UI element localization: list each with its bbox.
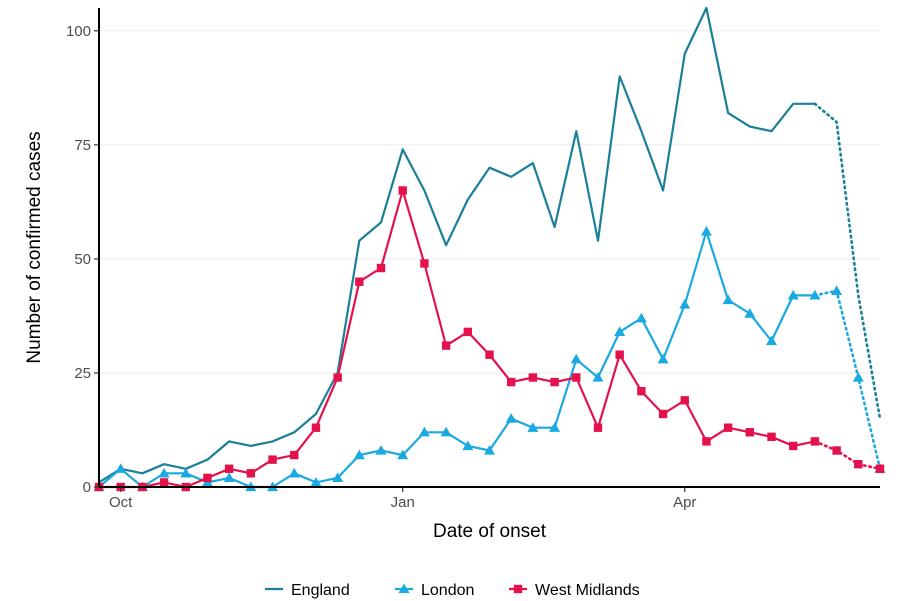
legend-marker-london <box>398 583 410 594</box>
data-point-london-11 <box>332 472 344 483</box>
data-point-london-9 <box>288 467 300 478</box>
data-point-west-midlands-12 <box>355 277 364 286</box>
data-point-london-19 <box>505 413 517 423</box>
legend-label-england: England <box>291 582 350 599</box>
data-point-west-midlands-35 <box>854 459 863 469</box>
data-point-west-midlands-6 <box>224 464 234 473</box>
data-point-london-1 <box>115 463 127 473</box>
data-point-london-30 <box>744 308 756 318</box>
data-point-west-midlands-31 <box>767 432 776 442</box>
data-point-london-27 <box>679 299 691 309</box>
data-point-london-3 <box>158 467 170 478</box>
data-point-west-midlands-15 <box>420 259 429 268</box>
data-point-west-midlands-10 <box>311 423 321 432</box>
data-point-west-midlands-14 <box>398 186 407 195</box>
data-point-london-26 <box>657 353 669 364</box>
series-line-projected-london <box>813 289 882 471</box>
x-tick-label-jan: Jan <box>391 494 415 511</box>
data-point-west-midlands-32 <box>789 441 798 451</box>
data-point-west-midlands-9 <box>290 450 299 460</box>
x-tick-label-oct: Oct <box>109 494 133 511</box>
data-point-london-25 <box>635 312 647 323</box>
data-point-london-14 <box>397 449 409 460</box>
legend: England London West Midlands <box>265 582 640 599</box>
series-line-projected-england <box>813 102 882 420</box>
data-point-west-midlands-18 <box>485 350 494 359</box>
data-point-london-32 <box>787 289 799 300</box>
legend-item-west-midlands: West Midlands <box>509 582 640 599</box>
y-tick-label-75: 75 <box>74 137 91 154</box>
series-line-london <box>98 230 815 489</box>
data-point-london-18 <box>484 445 495 455</box>
data-point-west-midlands-17 <box>463 327 473 337</box>
data-point-london-13 <box>375 445 387 455</box>
data-point-west-midlands-5 <box>203 473 212 483</box>
series-layer <box>93 6 886 492</box>
series-line-west-midlands <box>99 189 816 489</box>
series-line-england <box>98 6 815 484</box>
y-tick-label-50: 50 <box>74 251 91 268</box>
data-point-west-midlands-24 <box>615 350 624 359</box>
data-point-london-34 <box>831 285 843 295</box>
data-point-london-23 <box>592 372 604 382</box>
data-point-west-midlands-34 <box>832 446 841 455</box>
data-point-london-29 <box>722 294 734 305</box>
x-axis-title: Date of onset <box>433 521 547 542</box>
data-point-london-20 <box>527 422 539 432</box>
data-point-west-midlands-30 <box>745 428 755 437</box>
y-tick-label-0: 0 <box>83 479 91 496</box>
legend-item-england: England <box>265 582 350 599</box>
data-point-west-midlands-28 <box>702 437 711 446</box>
data-point-london-35 <box>852 372 864 382</box>
data-point-west-midlands-23 <box>593 423 603 432</box>
data-point-west-midlands-33 <box>810 437 820 446</box>
legend-marker-west-midlands <box>513 584 523 594</box>
data-point-london-24 <box>614 326 626 337</box>
data-point-west-midlands-11 <box>333 373 342 382</box>
data-point-west-midlands-21 <box>550 377 559 387</box>
data-point-london-22 <box>570 353 582 364</box>
gridlines <box>99 30 880 488</box>
y-axis-title: Number of confirmed cases <box>24 131 45 363</box>
legend-item-london: London <box>395 582 474 599</box>
data-point-west-midlands-27 <box>680 396 689 405</box>
legend-label-west-midlands: West Midlands <box>535 582 640 599</box>
data-point-london-33 <box>809 289 821 300</box>
data-point-london-10 <box>310 476 322 487</box>
data-point-london-16 <box>440 426 452 437</box>
data-point-west-midlands-16 <box>441 341 451 350</box>
series-london <box>93 226 886 492</box>
y-tick-label-100: 100 <box>66 23 91 40</box>
data-point-london-12 <box>353 449 365 460</box>
data-point-west-midlands-13 <box>376 263 386 273</box>
data-point-london-15 <box>418 426 430 437</box>
data-point-london-28 <box>700 226 712 236</box>
y-tick-label-25: 25 <box>74 365 91 382</box>
data-point-west-midlands-20 <box>528 373 538 382</box>
data-point-west-midlands-26 <box>658 409 668 419</box>
data-point-west-midlands-22 <box>572 373 581 382</box>
data-point-west-midlands-36 <box>875 464 885 473</box>
data-point-london-4 <box>180 467 192 478</box>
data-point-west-midlands-25 <box>637 387 646 396</box>
axes <box>98 8 880 488</box>
series-line-projected-west-midlands <box>813 440 882 471</box>
data-point-west-midlands-3 <box>159 478 169 487</box>
x-tick-label-apr: Apr <box>673 494 696 511</box>
data-point-west-midlands-8 <box>268 455 277 464</box>
data-point-london-17 <box>462 440 474 451</box>
data-point-london-31 <box>766 335 778 346</box>
data-point-west-midlands-7 <box>246 469 256 478</box>
y-axis-ticks: 0 25 50 75 100 <box>66 23 99 496</box>
x-axis-ticks: Oct Jan Apr <box>109 487 696 511</box>
data-point-london-6 <box>223 472 235 483</box>
data-point-west-midlands-29 <box>723 423 733 432</box>
series-england <box>98 6 882 484</box>
data-point-west-midlands-19 <box>506 377 516 387</box>
data-point-london-21 <box>549 422 561 432</box>
legend-label-london: London <box>421 582 474 599</box>
